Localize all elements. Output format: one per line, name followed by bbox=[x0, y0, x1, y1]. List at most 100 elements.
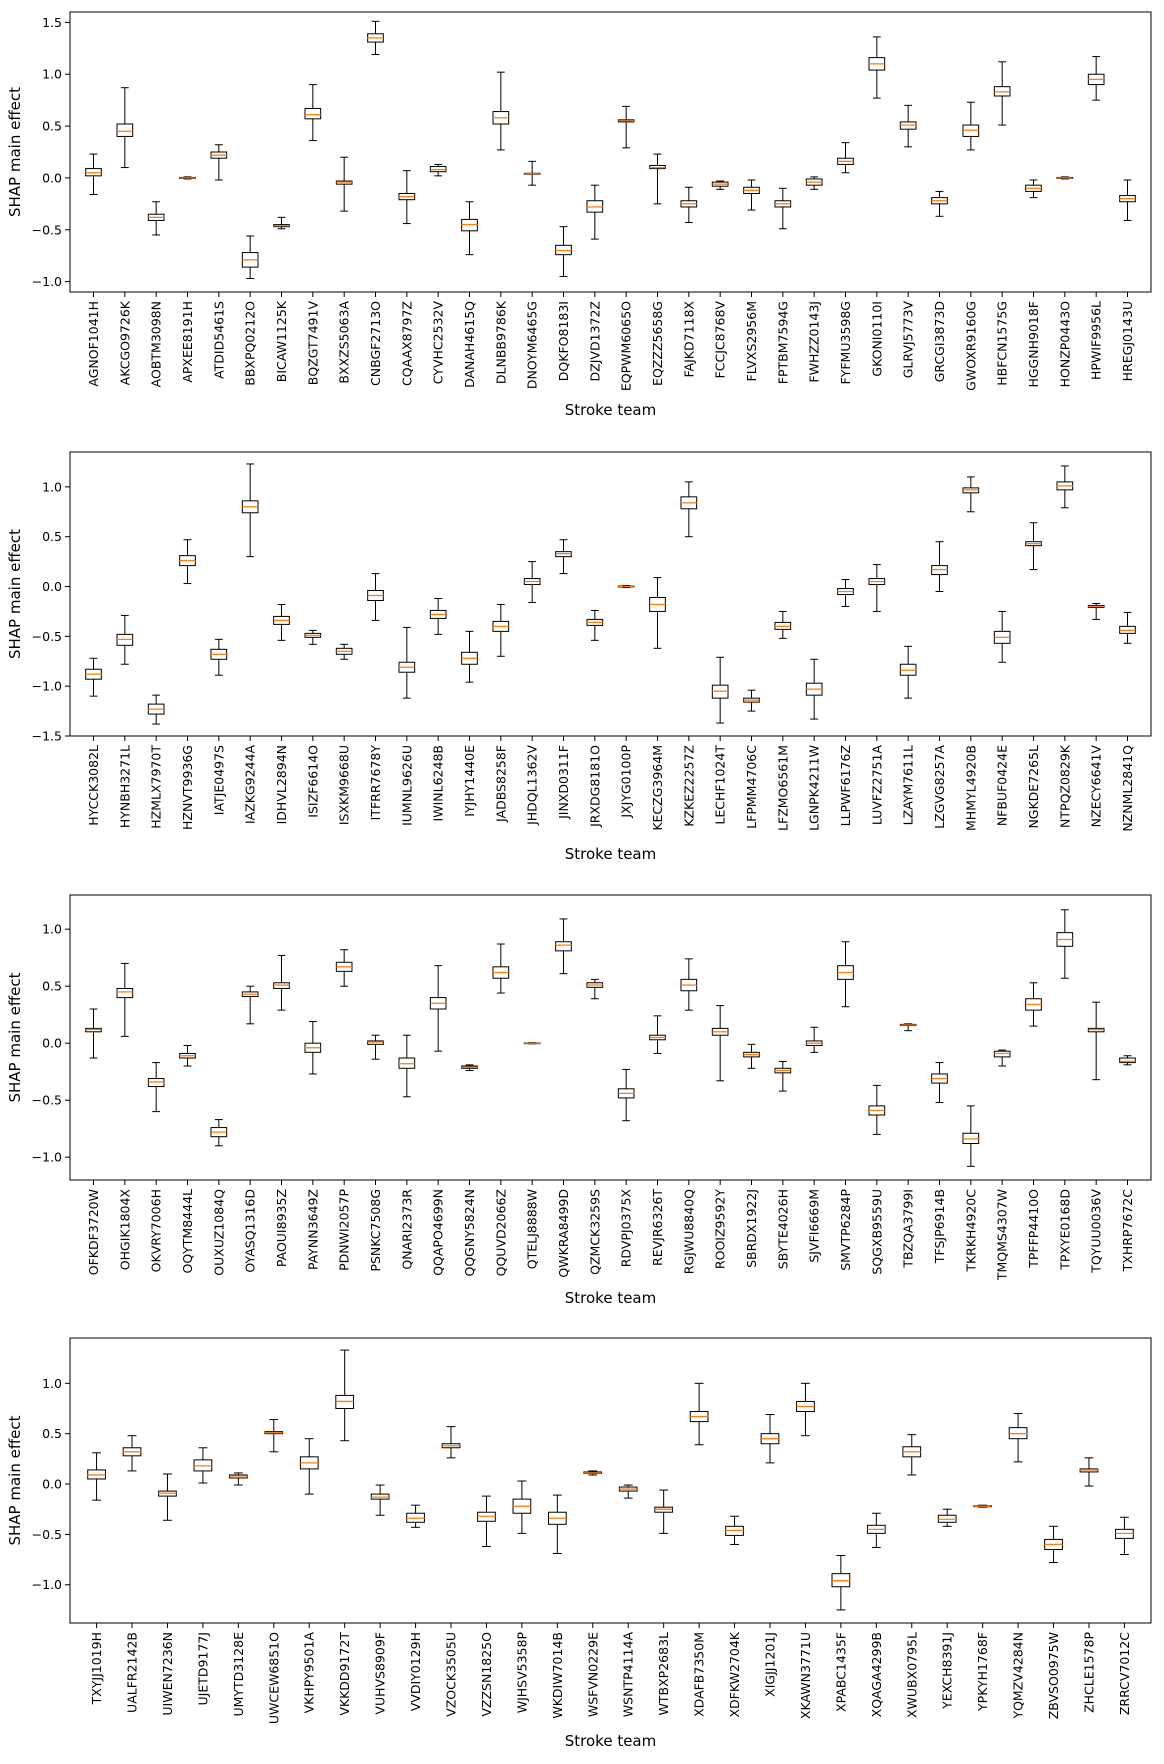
box-plot-item bbox=[429, 965, 447, 1052]
x-tick-label: QQAPO4699N bbox=[431, 1189, 446, 1276]
box-plot-item bbox=[523, 1042, 541, 1045]
y-tick-label: 0.0 bbox=[42, 1036, 62, 1051]
box-plot-item bbox=[711, 656, 729, 724]
x-tick-label: SQGXB9559U bbox=[869, 1189, 884, 1275]
x-tick-label: ZHCLE1578P bbox=[1081, 1632, 1096, 1713]
box-plot-item bbox=[868, 1084, 886, 1135]
axes-frame bbox=[69, 451, 1152, 737]
box-plot-item bbox=[711, 1005, 729, 1082]
box-plot-item bbox=[1087, 602, 1105, 620]
box-plot-item bbox=[1119, 611, 1136, 644]
y-tick-label: −0.5 bbox=[32, 629, 62, 644]
x-axis-label: Stroke team bbox=[565, 845, 656, 863]
x-tick-label: XKAWN3771U bbox=[798, 1632, 813, 1719]
box-plot-item bbox=[370, 1484, 390, 1516]
box-plot-item bbox=[680, 481, 698, 538]
x-tick-label: HGGNH9018F bbox=[1026, 301, 1041, 388]
x-tick-label: DNOYM6465G bbox=[525, 301, 540, 389]
x-tick-label: UMYTD3128E bbox=[231, 1632, 246, 1717]
box bbox=[1119, 1057, 1136, 1064]
box-plot-item bbox=[147, 201, 165, 236]
y-axis-label: SHAP main effect bbox=[6, 972, 24, 1102]
x-tick-label: OUXUZ1084Q bbox=[211, 1189, 226, 1276]
box-plot-item bbox=[523, 561, 541, 603]
x-tick-label: LFPMM4706C bbox=[744, 745, 759, 829]
x-tick-label: VKKDD9172T bbox=[337, 1632, 352, 1716]
x-tick-label: AGNOF1041H bbox=[86, 301, 101, 387]
x-tick-label: IWINL6248B bbox=[431, 745, 446, 821]
x-tick-label: YQMZV4284N bbox=[1011, 1632, 1026, 1720]
y-tick-label: −1.5 bbox=[32, 729, 62, 744]
x-tick-label: TBZQA3799I bbox=[901, 1189, 916, 1269]
x-tick-label: BICAW1125K bbox=[274, 300, 289, 382]
box-plot-item bbox=[555, 918, 572, 975]
x-tick-label: EQZZZ5658G bbox=[650, 301, 665, 386]
chart-panel-3: −1.0 −0.5 0.0 0.5 1.0 SHAP main effect OFKDF37… bbox=[6, 894, 1152, 1307]
x-tick-label: JADBS8258F bbox=[493, 745, 508, 823]
box-plot-item bbox=[617, 1068, 635, 1122]
box-plot-item bbox=[689, 1382, 709, 1446]
x-tick-label: LGNPK4211W bbox=[807, 745, 822, 831]
box-plot-item bbox=[273, 954, 290, 1011]
box-plot-item bbox=[805, 1026, 823, 1053]
x-tick-label: NZECY6641V bbox=[1089, 745, 1104, 828]
x-tick-label: QWKRA8499D bbox=[556, 1189, 571, 1278]
box-plot-item bbox=[774, 610, 792, 639]
x-tick-label: VUHVS8909F bbox=[373, 1632, 388, 1715]
x-tick-label: LZAYM7611L bbox=[901, 745, 916, 825]
box-plot-item bbox=[210, 1119, 228, 1147]
box-plot-item bbox=[1056, 909, 1074, 979]
x-tick-label: UALFR2142B bbox=[125, 1632, 140, 1713]
x-tick-label: IUMNL9626U bbox=[399, 745, 414, 826]
box bbox=[116, 987, 134, 999]
box-plot-item bbox=[406, 1504, 425, 1528]
box-plot-item bbox=[492, 943, 510, 994]
x-tick-label: DLNBB9786K bbox=[493, 300, 508, 384]
x-tick-label: XDAFB7350M bbox=[692, 1632, 707, 1717]
box-plot-item bbox=[1056, 176, 1074, 180]
x-tick-label: HONZP0443O bbox=[1057, 301, 1072, 388]
x-tick-label: CQAAX8797Z bbox=[399, 301, 414, 386]
box-plot-item bbox=[116, 962, 134, 1037]
x-tick-label: CYVHC2532V bbox=[431, 301, 446, 385]
y-tick-label: −1.0 bbox=[32, 274, 62, 289]
box-plot-item bbox=[241, 235, 259, 280]
box-plot-item bbox=[210, 638, 228, 676]
box-plot-item bbox=[179, 1044, 196, 1067]
box-plot-item bbox=[868, 564, 886, 612]
box-plot-item bbox=[1119, 179, 1136, 221]
x-tick-label: SBRDX1922J bbox=[744, 1189, 759, 1268]
box-plot-item bbox=[461, 1064, 478, 1072]
box-plot-item bbox=[555, 226, 572, 277]
box-plot-item bbox=[264, 1419, 284, 1453]
x-tick-label: VKHPY9501A bbox=[302, 1632, 317, 1714]
box-plot-item bbox=[1025, 179, 1042, 199]
box-plot-item bbox=[774, 187, 792, 230]
box-plot-item bbox=[367, 573, 384, 621]
x-tick-label: FLVXS2956M bbox=[744, 301, 759, 381]
box-plot-item bbox=[335, 949, 353, 987]
chart-panel-2: −1.5 −1.0 −0.5 0.0 0.5 1.0 SHAP main effect HYC… bbox=[6, 451, 1152, 863]
box-plot-item bbox=[617, 105, 635, 149]
box-plot-item bbox=[866, 1512, 886, 1548]
y-tick-label: −0.5 bbox=[32, 1093, 62, 1108]
x-tick-label: OYASQ1316D bbox=[243, 1189, 258, 1273]
y-tick-label: −1.0 bbox=[32, 679, 62, 694]
x-tick-label: UIWEN7236N bbox=[160, 1632, 175, 1716]
x-tick-label: JXJYG0100P bbox=[619, 745, 634, 819]
x-tick-label: QQUVD2066Z bbox=[493, 1189, 508, 1276]
box bbox=[555, 941, 572, 952]
y-tick-label: −1.0 bbox=[32, 1150, 62, 1165]
box-plot-item bbox=[85, 1008, 102, 1059]
x-tick-label: XQAGA4299B bbox=[869, 1632, 884, 1717]
box-plot-item bbox=[902, 1434, 922, 1476]
x-tick-label: OKVRY7006H bbox=[149, 1189, 164, 1272]
x-tick-label: IYJHY1440E bbox=[462, 745, 477, 817]
x-tick-label: PAOUI8935Z bbox=[274, 1189, 289, 1267]
box-plot-item bbox=[868, 36, 886, 99]
x-tick-label: KECZG3964M bbox=[650, 745, 665, 831]
box-plot-item bbox=[586, 609, 604, 641]
box-plot-item bbox=[179, 176, 196, 180]
box-plot-item bbox=[547, 1494, 567, 1555]
x-tick-label: UJETD9177J bbox=[195, 1632, 210, 1706]
